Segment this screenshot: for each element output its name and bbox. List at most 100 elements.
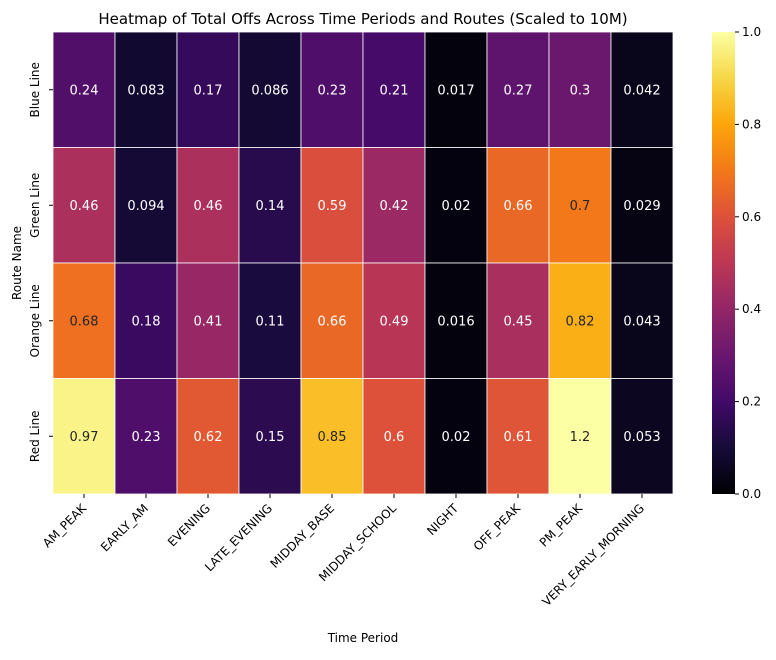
heatmap-cell xyxy=(486,378,550,495)
heatmap-cell xyxy=(362,147,426,264)
heatmap-cells xyxy=(52,31,674,495)
heatmap-cell xyxy=(486,147,550,264)
heatmap-cell xyxy=(548,262,612,379)
heatmap-cell xyxy=(424,378,488,495)
cell-value-label: 0.086 xyxy=(251,83,288,98)
cell-value-label: 0.49 xyxy=(380,314,409,329)
cell-value-label: 0.46 xyxy=(194,199,223,214)
colorbar-tick-label: 0.2 xyxy=(742,395,761,409)
heatmap-cell xyxy=(610,378,674,495)
heatmap-cell xyxy=(424,147,488,264)
cell-value-label: 0.18 xyxy=(132,314,161,329)
heatmap-cell xyxy=(486,31,550,148)
cell-value-label: 0.27 xyxy=(504,83,533,98)
colorbar-tick-label: 0.8 xyxy=(742,117,761,131)
cell-value-label: 0.62 xyxy=(194,430,223,445)
x-tick-label: EVENING xyxy=(165,501,213,549)
colorbar-tick-label: 1.0 xyxy=(742,25,761,39)
cell-value-label: 0.68 xyxy=(70,314,99,329)
cell-value-label: 0.083 xyxy=(127,83,164,98)
x-axis-label: Time Period xyxy=(327,631,399,645)
cell-value-label: 0.23 xyxy=(318,83,347,98)
cell-value-label: 0.97 xyxy=(70,430,99,445)
y-axis-label: Route Name xyxy=(10,226,24,300)
cell-value-label: 0.094 xyxy=(127,199,164,214)
heatmap-cell xyxy=(176,262,240,379)
heatmap-cell xyxy=(610,147,674,264)
heatmap-cell xyxy=(176,147,240,264)
heatmap-cell xyxy=(362,31,426,148)
y-tick-label: Red Line xyxy=(28,410,42,462)
x-tick-label: PM_PEAK xyxy=(537,500,586,549)
cell-value-label: 0.02 xyxy=(442,199,471,214)
x-tick-label: LATE_EVENING xyxy=(202,501,275,574)
heatmap-cell xyxy=(300,147,364,264)
heatmap-cell xyxy=(114,147,178,264)
cell-value-label: 0.46 xyxy=(70,199,99,214)
cell-value-label: 0.66 xyxy=(504,199,533,214)
cell-value-label: 0.042 xyxy=(623,83,660,98)
colorbar-tick-label: 0.6 xyxy=(742,210,761,224)
cell-value-label: 0.7 xyxy=(570,199,591,214)
heatmap-cell xyxy=(176,31,240,148)
cell-value-label: 0.21 xyxy=(380,83,409,98)
y-tick-label: Orange Line xyxy=(28,284,42,357)
heatmap-cell xyxy=(548,378,612,495)
cell-value-label: 0.66 xyxy=(318,314,347,329)
heatmap-cell xyxy=(300,31,364,148)
heatmap-cell xyxy=(238,31,302,148)
x-tick-label: OFF_PEAK xyxy=(471,500,524,553)
heatmap-cell xyxy=(548,147,612,264)
cell-value-label: 0.6 xyxy=(384,430,405,445)
heatmap-cell xyxy=(52,262,116,379)
colorbar: 0.0 0.2 0.4 0.6 0.8 1.0 xyxy=(712,25,761,501)
heatmap-cell xyxy=(610,262,674,379)
heatmap-cell xyxy=(610,31,674,148)
x-tick-label: NIGHT xyxy=(424,501,461,538)
colorbar-tick-label: 0.4 xyxy=(742,302,761,316)
cell-value-label: 0.053 xyxy=(623,430,660,445)
cell-value-label: 0.029 xyxy=(623,199,660,214)
heatmap-cell xyxy=(52,378,116,495)
x-tick-label: AM_PEAK xyxy=(40,500,90,550)
y-axis: Blue Line Green Line Orange Line Red Line xyxy=(28,62,53,462)
heatmap-cell xyxy=(52,31,116,148)
cell-value-label: 0.24 xyxy=(70,83,99,98)
cell-value-label: 0.11 xyxy=(256,314,285,329)
heatmap-cell xyxy=(424,262,488,379)
heatmap-cell xyxy=(300,378,364,495)
cell-value-label: 0.14 xyxy=(256,199,285,214)
colorbar-gradient xyxy=(712,32,735,494)
cell-value-label: 0.82 xyxy=(566,314,595,329)
colorbar-tick-label: 0.0 xyxy=(742,487,761,501)
cell-value-label: 0.02 xyxy=(442,430,471,445)
heatmap-annotations: 0.24 0.083 0.17 0.086 0.23 0.21 0.017 0.27 0.3 0.… xyxy=(70,83,661,445)
y-tick-label: Blue Line xyxy=(28,62,42,117)
heatmap-cell xyxy=(238,147,302,264)
heatmap-cell xyxy=(486,262,550,379)
cell-value-label: 0.85 xyxy=(318,430,347,445)
cell-value-label: 0.016 xyxy=(437,314,474,329)
cell-value-label: 0.45 xyxy=(504,314,533,329)
heatmap-cell xyxy=(362,378,426,495)
cell-value-label: 0.17 xyxy=(194,83,223,98)
cell-value-label: 0.15 xyxy=(256,430,285,445)
x-tick-label: VERY_EARLY_MORNING xyxy=(540,501,648,609)
x-tick-label: EARLY_AM xyxy=(98,501,151,554)
cell-value-label: 0.3 xyxy=(570,83,591,98)
x-tick-label: MIDDAY_BASE xyxy=(268,501,338,571)
y-tick-label: Green Line xyxy=(28,173,42,238)
chart-title: Heatmap of Total Offs Across Time Period… xyxy=(98,10,627,28)
cell-value-label: 0.41 xyxy=(194,314,223,329)
cell-value-label: 0.23 xyxy=(132,430,161,445)
heatmap-cell xyxy=(114,262,178,379)
x-axis: AM_PEAK EARLY_AM EVENINGLATE_EVENINGMIDDAY… xyxy=(40,494,647,609)
cell-value-label: 0.61 xyxy=(504,430,533,445)
heatmap-cell xyxy=(114,31,178,148)
cell-value-label: 1.2 xyxy=(570,430,591,445)
cell-value-label: 0.017 xyxy=(437,83,474,98)
cell-value-label: 0.42 xyxy=(380,199,409,214)
cell-value-label: 0.59 xyxy=(318,199,347,214)
